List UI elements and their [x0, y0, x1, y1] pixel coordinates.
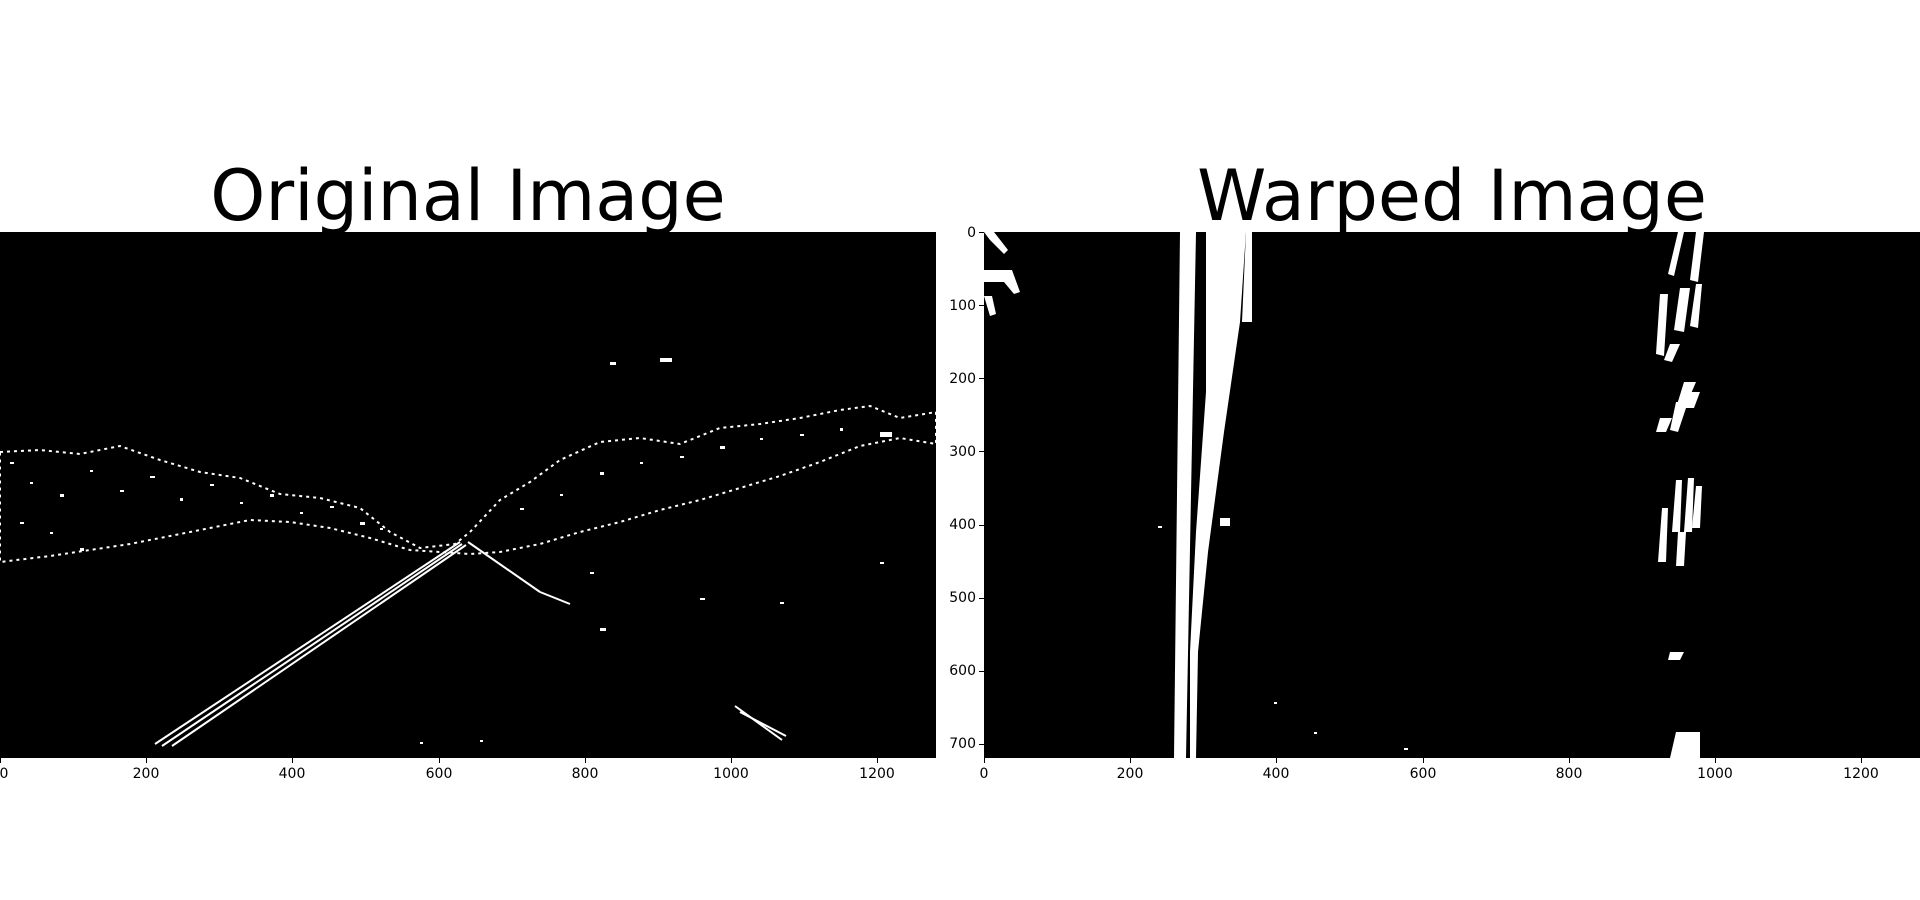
original-image-title: Original Image [210, 155, 726, 237]
y-tick-label: 300 [949, 444, 976, 460]
left-corner-pixels [984, 232, 1020, 316]
y-tick-mark [979, 378, 984, 379]
x-tick-mark [1423, 758, 1424, 763]
original-image [0, 232, 936, 758]
x-tick-label: 1000 [713, 766, 749, 782]
x-tick-label: 400 [278, 766, 306, 782]
y-tick-mark [979, 451, 984, 452]
x-tick-label: 600 [1409, 766, 1437, 782]
x-tick-mark [877, 758, 878, 763]
x-tick-mark [1276, 758, 1277, 763]
x-tick-mark [731, 758, 732, 763]
x-tick-label: 1200 [859, 766, 895, 782]
warped-image [984, 232, 1920, 758]
x-tick-mark [439, 758, 440, 763]
y-tick-mark [979, 744, 984, 745]
x-tick-label: 600 [425, 766, 453, 782]
x-tick-mark [1130, 758, 1131, 763]
y-tick-label: 0 [967, 225, 976, 241]
x-tick-mark [1861, 758, 1862, 763]
x-tick-mark [1569, 758, 1570, 763]
y-tick-mark [979, 671, 984, 672]
warped-image-svg [984, 232, 1920, 758]
x-tick-mark [984, 758, 985, 763]
lane-lines [154, 541, 787, 747]
y-tick-mark [979, 232, 984, 233]
warped-image-title: Warped Image [1197, 155, 1707, 237]
x-tick-label: 400 [1262, 766, 1290, 782]
y-tick-mark [979, 525, 984, 526]
x-tick-label: 200 [1116, 766, 1144, 782]
original-image-svg [0, 232, 936, 758]
y-tick-mark [979, 598, 984, 599]
y-tick-label: 700 [949, 736, 976, 752]
noise-pixels [1158, 518, 1408, 750]
x-tick-label: 0 [979, 766, 989, 782]
right-lane-pixels [1656, 232, 1704, 758]
x-tick-label: 0 [0, 766, 9, 782]
x-tick-label: 800 [1555, 766, 1583, 782]
x-tick-label: 800 [571, 766, 599, 782]
y-tick-label: 500 [949, 590, 976, 606]
x-tick-label: 1200 [1843, 766, 1879, 782]
y-tick-mark [979, 305, 984, 306]
y-tick-label: 600 [949, 663, 976, 679]
left-lane-pixels [1174, 232, 1252, 758]
x-tick-mark [292, 758, 293, 763]
y-tick-label: 200 [949, 371, 976, 387]
x-tick-label: 200 [132, 766, 160, 782]
x-tick-mark [146, 758, 147, 763]
y-tick-label: 400 [949, 517, 976, 533]
x-tick-mark [0, 758, 1, 763]
x-tick-label: 1000 [1697, 766, 1733, 782]
x-tick-mark [1715, 758, 1716, 763]
y-tick-label: 100 [949, 298, 976, 314]
edge-specks [10, 358, 892, 744]
x-tick-mark [585, 758, 586, 763]
